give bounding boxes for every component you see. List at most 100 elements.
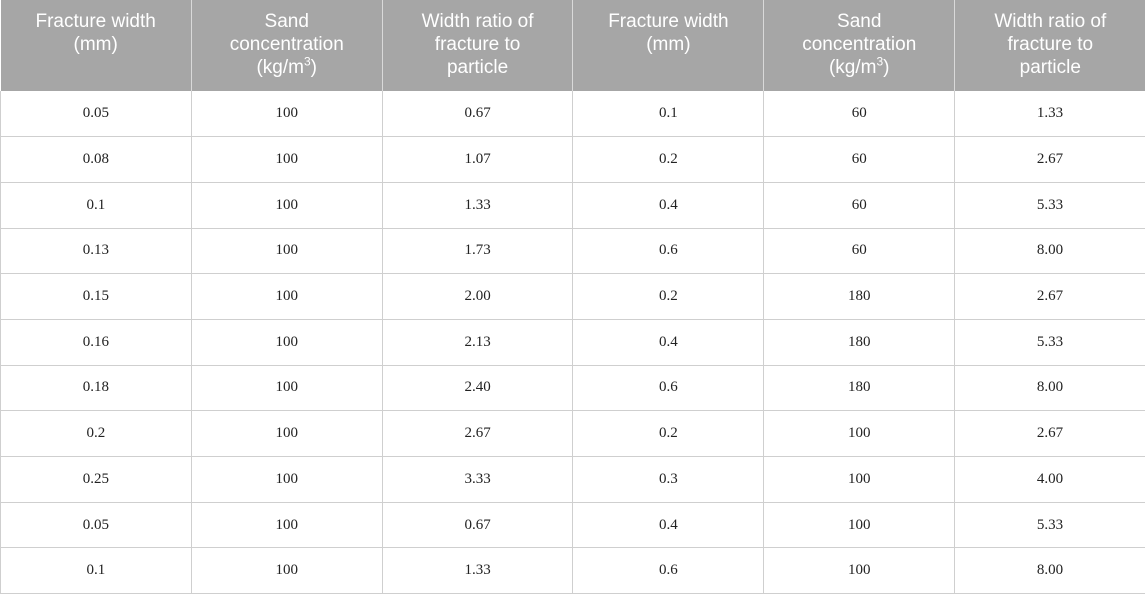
table-cell: 0.2 xyxy=(572,136,765,183)
table-cell: 100 xyxy=(763,502,956,549)
table-cell: 5.33 xyxy=(954,182,1145,229)
header-text: concentration xyxy=(229,34,344,55)
table-cell: 2.40 xyxy=(382,365,574,412)
table-cell: 2.13 xyxy=(382,319,574,366)
table-cell: 0.2 xyxy=(0,410,192,457)
table-cell: 0.08 xyxy=(0,136,192,183)
table-cell: 180 xyxy=(763,319,956,366)
table-row: 0.1 100 1.33 0.4 60 5.33 xyxy=(0,182,1145,229)
table-cell: 100 xyxy=(191,502,383,549)
table-cell: 2.67 xyxy=(954,136,1145,183)
header-sand-concentration: Sand concentration (kg/m3) xyxy=(763,0,956,91)
table-cell: 0.2 xyxy=(572,410,765,457)
table-cell: 0.25 xyxy=(0,456,192,503)
table-cell: 60 xyxy=(763,136,956,183)
table-cell: 0.6 xyxy=(572,547,765,594)
table-cell: 8.00 xyxy=(954,365,1145,412)
header-sand-concentration: Sand concentration (kg/m3) xyxy=(191,0,383,91)
superscript: 3 xyxy=(876,54,884,69)
table-cell: 60 xyxy=(763,91,956,138)
header-row: Fracture width (mm) Sand concentration (… xyxy=(0,0,1145,91)
table-cell: 0.67 xyxy=(382,91,574,138)
header-fracture-width: Fracture width (mm) xyxy=(0,0,192,91)
header-text: Fracture width xyxy=(608,11,729,32)
table-cell: 100 xyxy=(191,456,383,503)
table-cell: 1.33 xyxy=(954,91,1145,138)
table-cell: 0.3 xyxy=(572,456,765,503)
table-row: 0.05 100 0.67 0.4 100 5.33 xyxy=(0,502,1145,549)
table-cell: 0.05 xyxy=(0,91,192,138)
header-unit: (kg/m3) xyxy=(196,56,378,79)
table-cell: 0.1 xyxy=(572,91,765,138)
header-fracture-width: Fracture width (mm) xyxy=(572,0,765,91)
table-row: 0.16 100 2.13 0.4 180 5.33 xyxy=(0,319,1145,366)
header-text: Width ratio of xyxy=(421,11,534,32)
table-cell: 8.00 xyxy=(954,228,1145,275)
table-cell: 5.33 xyxy=(954,319,1145,366)
table-cell: 1.33 xyxy=(382,547,574,594)
table-cell: 1.33 xyxy=(382,182,574,229)
table-row: 0.18 100 2.40 0.6 180 8.00 xyxy=(0,365,1145,412)
header-text: fracture to xyxy=(434,34,521,55)
table-cell: 8.00 xyxy=(954,547,1145,594)
header-text: (mm) xyxy=(646,34,691,55)
header-text: (mm) xyxy=(73,34,118,55)
table-cell: 0.4 xyxy=(572,502,765,549)
header-text: particle xyxy=(1019,57,1081,78)
table-cell: 0.18 xyxy=(0,365,192,412)
table-header: Fracture width (mm) Sand concentration (… xyxy=(0,0,1145,91)
header-text: Fracture width xyxy=(35,11,156,32)
table-cell: 2.67 xyxy=(954,273,1145,320)
table-cell: 100 xyxy=(191,319,383,366)
table-cell: 0.2 xyxy=(572,273,765,320)
table-cell: 100 xyxy=(191,136,383,183)
header-width-ratio: Width ratio of fracture to particle xyxy=(954,0,1145,91)
table-cell: 180 xyxy=(763,273,956,320)
table-cell: 100 xyxy=(191,182,383,229)
header-unit: (kg/m3) xyxy=(768,56,950,79)
table-cell: 3.33 xyxy=(382,456,574,503)
header-text: (kg/m xyxy=(256,57,304,78)
table-cell: 100 xyxy=(191,228,383,275)
table-row: 0.2 100 2.67 0.2 100 2.67 xyxy=(0,410,1145,457)
table-cell: 0.15 xyxy=(0,273,192,320)
table-cell: 0.16 xyxy=(0,319,192,366)
table-cell: 0.67 xyxy=(382,502,574,549)
table-row: 0.15 100 2.00 0.2 180 2.67 xyxy=(0,273,1145,320)
table-cell: 0.6 xyxy=(572,228,765,275)
header-text: Width ratio of xyxy=(994,11,1107,32)
table-cell: 180 xyxy=(763,365,956,412)
table-cell: 100 xyxy=(191,410,383,457)
table-cell: 100 xyxy=(763,456,956,503)
table-cell: 2.00 xyxy=(382,273,574,320)
header-width-ratio: Width ratio of fracture to particle xyxy=(382,0,574,91)
table-cell: 60 xyxy=(763,182,956,229)
table-cell: 4.00 xyxy=(954,456,1145,503)
header-text: fracture to xyxy=(1007,34,1094,55)
table-cell: 100 xyxy=(191,91,383,138)
table-cell: 0.05 xyxy=(0,502,192,549)
table-row: 0.08 100 1.07 0.2 60 2.67 xyxy=(0,136,1145,183)
table-cell: 0.1 xyxy=(0,182,192,229)
header-text: ) xyxy=(883,57,890,78)
table-row: 0.1 100 1.33 0.6 100 8.00 xyxy=(0,547,1145,594)
table-cell: 1.73 xyxy=(382,228,574,275)
table-cell: 100 xyxy=(763,410,956,457)
table-cell: 0.4 xyxy=(572,182,765,229)
header-text: (kg/m xyxy=(828,57,877,78)
table-row: 0.13 100 1.73 0.6 60 8.00 xyxy=(0,228,1145,275)
superscript: 3 xyxy=(303,54,311,69)
table-body: 0.05 100 0.67 0.1 60 1.33 0.08 100 1.07 0.2 60 2.67… xyxy=(0,91,1145,594)
table-cell: 0.13 xyxy=(0,228,192,275)
table-row: 0.05 100 0.67 0.1 60 1.33 xyxy=(0,91,1145,138)
header-text: Sand xyxy=(264,11,309,32)
table-row: 0.25 100 3.33 0.3 100 4.00 xyxy=(0,456,1145,503)
table-cell: 2.67 xyxy=(382,410,574,457)
table-cell: 1.07 xyxy=(382,136,574,183)
table-cell: 0.6 xyxy=(572,365,765,412)
table-cell: 5.33 xyxy=(954,502,1145,549)
table-cell: 60 xyxy=(763,228,956,275)
header-text: Sand xyxy=(837,11,882,32)
table-cell: 2.67 xyxy=(954,410,1145,457)
